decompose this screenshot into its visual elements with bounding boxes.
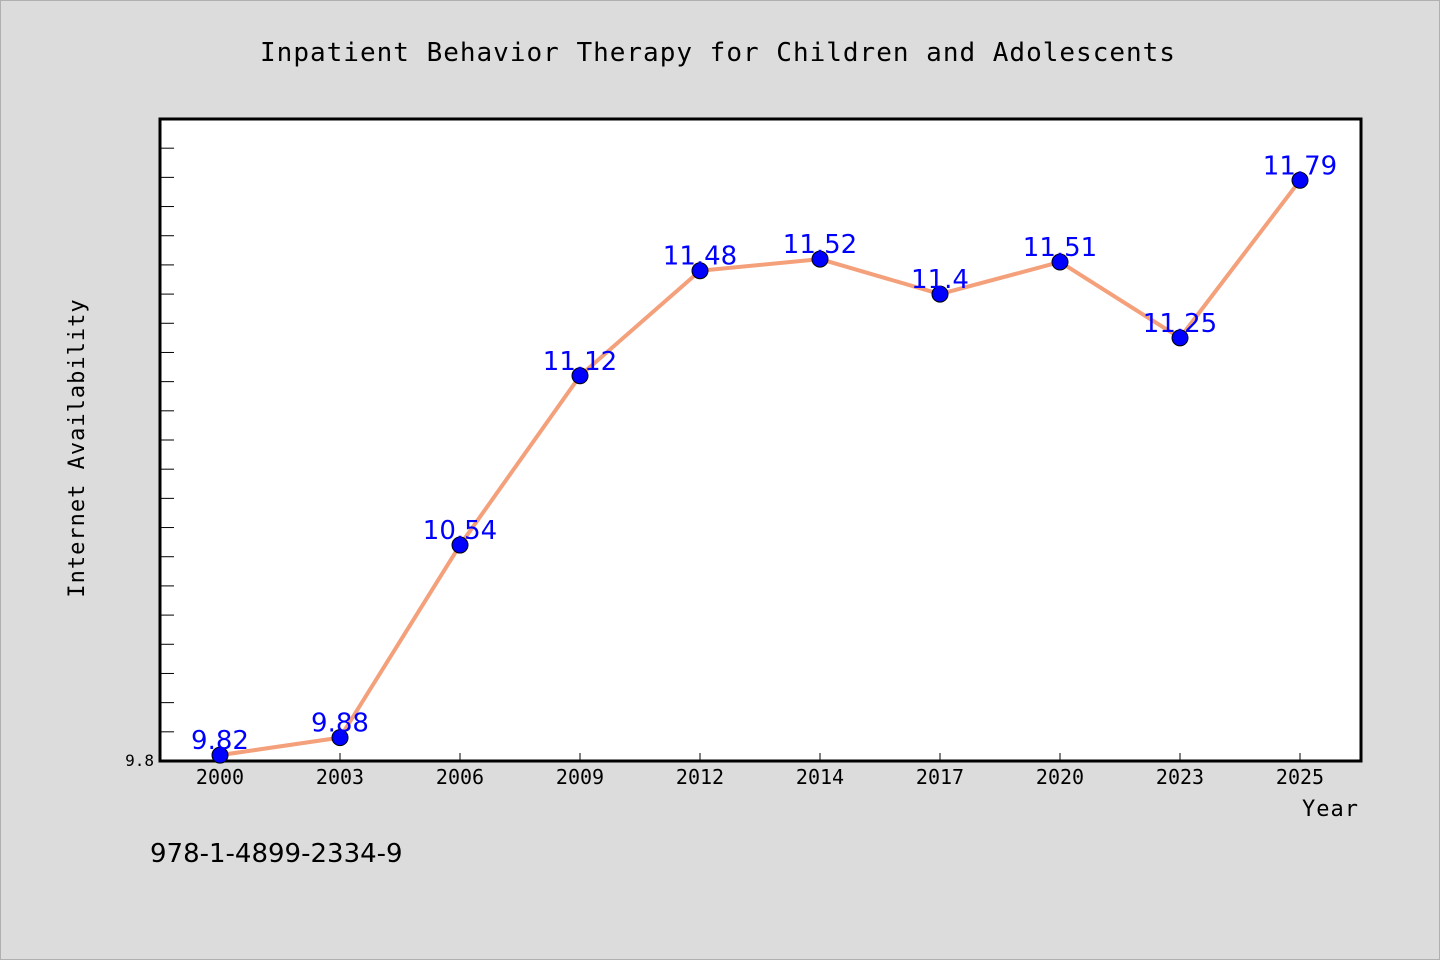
plot-area	[158, 117, 1363, 763]
x-tick-label: 2009	[556, 765, 604, 789]
data-label: 11.79	[1263, 151, 1337, 181]
x-tick-label: 2025	[1276, 765, 1324, 789]
footnote-isbn: 978-1-4899-2334-9	[150, 839, 403, 869]
data-label: 10.54	[423, 516, 497, 546]
data-label: 9.88	[311, 709, 369, 739]
data-label: 11.25	[1143, 309, 1217, 339]
x-tick-label: 2006	[436, 765, 484, 789]
x-tick-label: 2000	[196, 765, 244, 789]
data-point	[931, 285, 949, 303]
y-tick-label: 9.8	[125, 751, 154, 770]
y-axis-ticks: 9.8	[125, 147, 174, 770]
data-label: 9.82	[191, 726, 249, 756]
data-point	[571, 367, 589, 385]
x-tick-label: 2014	[796, 765, 844, 789]
data-point	[811, 250, 829, 268]
data-label: 11.51	[1023, 233, 1097, 263]
x-tick-label: 2003	[316, 765, 364, 789]
data-label: 11.4	[911, 265, 969, 295]
data-point	[691, 262, 709, 280]
data-label: 11.48	[663, 242, 737, 272]
data-point	[331, 729, 349, 747]
x-tick-label: 2012	[676, 765, 724, 789]
x-tick-label: 2023	[1156, 765, 1204, 789]
series-line	[219, 179, 1302, 758]
data-point	[211, 746, 229, 764]
data-labels: 9.82 9.88 10.54 11.12 11.48 11.52 11.4 11.51 11.…	[191, 151, 1337, 756]
data-point	[1291, 171, 1309, 189]
y-axis-label: Internet Availability	[65, 298, 90, 597]
data-point	[1171, 329, 1189, 347]
x-tick-label: 2020	[1036, 765, 1084, 789]
data-label: 11.52	[783, 230, 857, 260]
x-axis-label: Year	[1302, 797, 1359, 822]
chart-title: Inpatient Behavior Therapy for Children …	[260, 38, 1176, 68]
data-point	[1051, 253, 1069, 271]
data-markers	[211, 171, 1309, 764]
data-label: 11.12	[543, 347, 617, 377]
x-axis-ticks: 2000 2003 2006 2009 2012 2014 2017 2020 2023 2025	[196, 753, 1324, 789]
data-point	[451, 536, 469, 554]
x-tick-label: 2017	[916, 765, 964, 789]
